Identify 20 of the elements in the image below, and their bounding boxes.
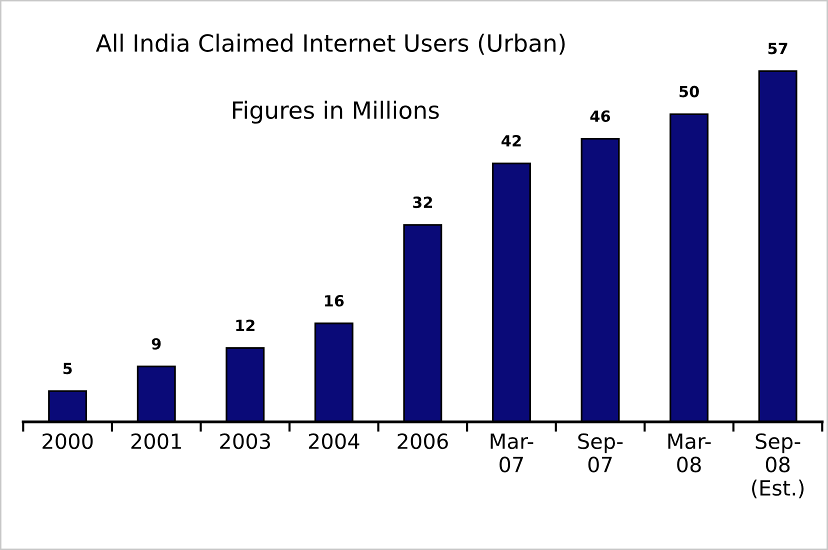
data-label: 5 (63, 362, 72, 374)
data-label: 9 (152, 338, 161, 350)
x-tick-label: 2006 (398, 433, 448, 450)
data-label: 16 (325, 295, 344, 307)
text: Figures in Millions (233, 100, 439, 124)
data-label: 57 (768, 42, 788, 54)
chart-title: All India Claimed Internet Users (Urban) (96, 34, 565, 55)
data-label: 46 (590, 110, 610, 122)
x-tick-label: Sep- 07 (578, 433, 623, 472)
x-tick-label: Sep- 08 (Est.) (752, 433, 804, 498)
x-tick-label: Mar- 08 (668, 434, 711, 472)
x-tick-label: 2003 (220, 433, 270, 450)
data-label: 50 (680, 86, 699, 98)
data-label: 12 (236, 320, 254, 331)
x-tick-label: Mar- 07 (490, 434, 534, 472)
data-label: 32 (413, 196, 432, 208)
x-tick-label: 2004 (308, 433, 360, 450)
data-label: 42 (502, 135, 521, 146)
x-tick-label: 2000 (42, 433, 93, 450)
x-tick-label: 2001 (131, 433, 181, 450)
